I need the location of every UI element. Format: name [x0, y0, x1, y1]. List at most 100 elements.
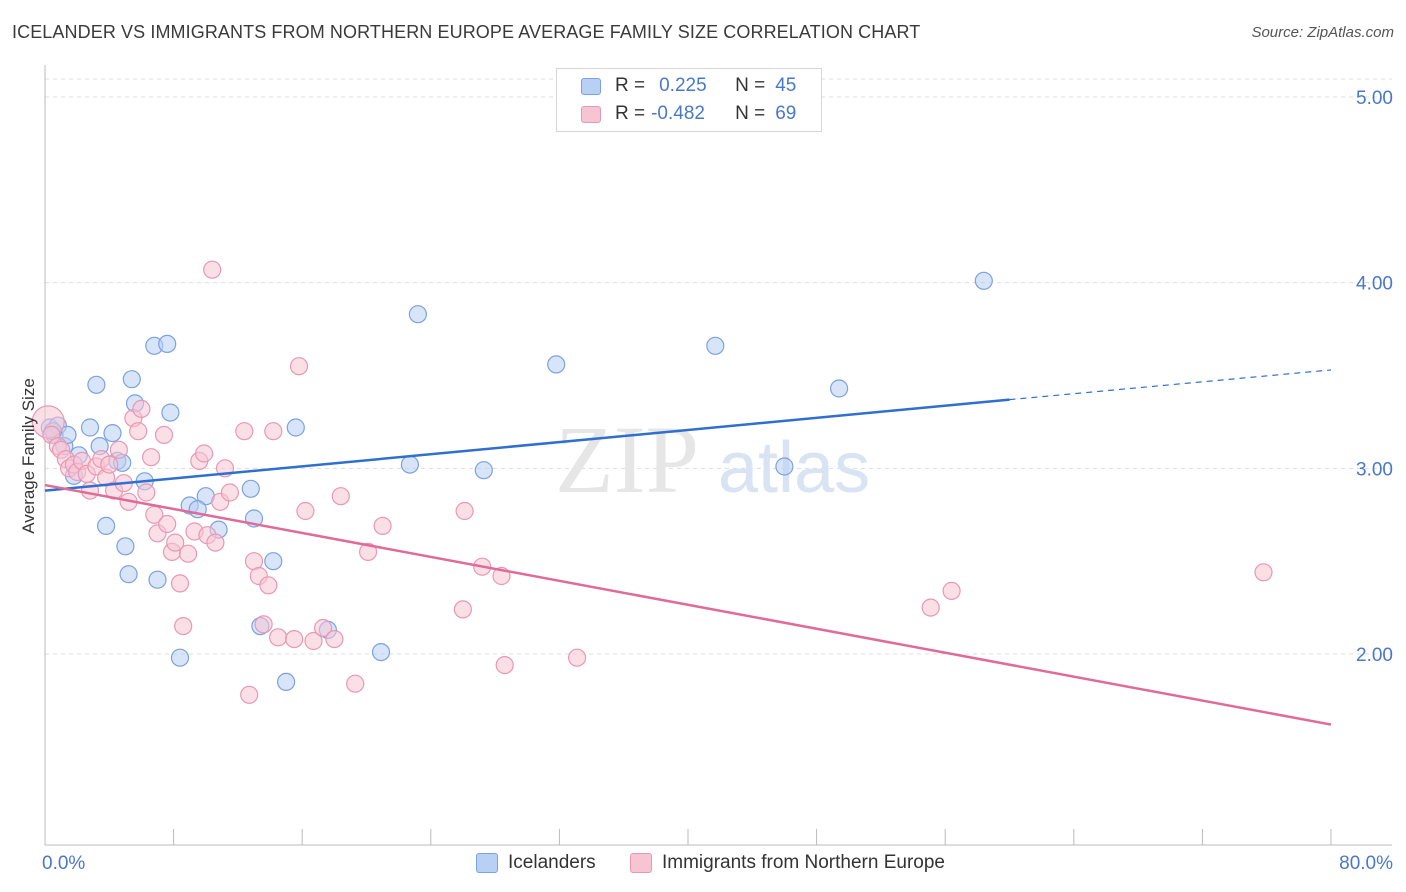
point-icelanders — [116, 537, 135, 556]
point-icelanders — [96, 516, 116, 536]
point-immigrants — [137, 483, 156, 502]
point-immigrants — [289, 357, 309, 376]
legend-r-value: -0.482 — [651, 103, 705, 124]
point-icelanders — [706, 336, 725, 355]
x-tick-label: 80.0% — [1339, 853, 1393, 874]
point-immigrants — [235, 422, 254, 441]
correlation-legend: R = 0.225 N = 45 R = -0.482 N = 69 — [556, 68, 822, 132]
legend-row-immigrants: R = -0.482 N = 69 — [581, 101, 796, 127]
source-label: Source: ZipAtlas.com — [1251, 24, 1394, 41]
bottom-legend-label: Immigrants from Northern Europe — [662, 852, 945, 873]
trend-line-icelanders — [44, 398, 1010, 492]
point-immigrants — [132, 399, 151, 418]
bottom-legend-label: Icelanders — [508, 852, 596, 873]
legend-row-icelanders: R = 0.225 N = 45 — [581, 73, 796, 99]
point-immigrants — [179, 544, 198, 563]
point-icelanders — [148, 570, 167, 589]
point-icelanders — [775, 457, 794, 476]
point-immigrants — [158, 514, 177, 534]
y-axis-label: Average Family Size — [19, 378, 38, 534]
legend-r-label: R = — [615, 75, 646, 96]
bottom-legend-swatch-blue — [476, 853, 498, 873]
x-tick-label: 0.0% — [42, 853, 85, 874]
point-icelanders — [264, 552, 283, 571]
bottom-legend-icelanders: Icelanders — [476, 852, 596, 874]
point-immigrants — [206, 533, 225, 552]
point-immigrants — [331, 487, 350, 506]
trend-lines — [44, 369, 1332, 726]
point-immigrants — [314, 618, 333, 638]
point-immigrants — [109, 440, 129, 459]
watermark: ZIP atlas — [555, 406, 870, 513]
point-immigrants — [129, 422, 148, 441]
point-immigrants — [346, 674, 365, 693]
y-tick-label: 2.00 — [1356, 645, 1393, 666]
point-immigrants — [942, 581, 961, 601]
point-icelanders — [547, 355, 566, 374]
point-icelanders — [170, 648, 190, 667]
point-immigrants — [1254, 563, 1273, 582]
point-immigrants — [325, 629, 344, 649]
legend-r-label: R = — [615, 103, 646, 124]
y-tick-label: 3.00 — [1356, 459, 1393, 480]
point-icelanders — [371, 642, 391, 662]
trend-line-immigrants — [44, 483, 1332, 726]
point-immigrants — [259, 576, 278, 595]
point-icelanders — [829, 379, 849, 398]
point-icelanders — [103, 424, 122, 443]
point-icelanders — [241, 479, 260, 498]
point-icelanders — [974, 271, 993, 290]
point-immigrants — [154, 425, 174, 444]
point-immigrants — [240, 685, 259, 704]
trend-line-icelanders-extension — [1009, 369, 1332, 401]
point-immigrants — [254, 615, 273, 634]
legend-r-value: 0.225 — [659, 75, 707, 96]
point-immigrants — [567, 648, 587, 667]
point-immigrants — [142, 448, 161, 467]
tick-labels: 2.00 3.00 4.00 5.00 0.0% 80.0% — [42, 88, 1393, 874]
axes — [44, 65, 1392, 846]
legend-swatch-blue — [581, 77, 601, 95]
point-immigrants — [373, 516, 392, 536]
chart-title: ICELANDER VS IMMIGRANTS FROM NORTHERN EU… — [12, 22, 921, 42]
legend-swatch-pink — [581, 105, 601, 123]
point-immigrants — [166, 533, 185, 552]
point-icelanders — [277, 672, 296, 692]
point-immigrants — [921, 598, 940, 617]
point-immigrants — [195, 444, 214, 463]
point-immigrants — [495, 655, 514, 675]
point-icelanders — [122, 370, 141, 389]
watermark-atlas: atlas — [718, 428, 870, 508]
point-icelanders — [158, 334, 177, 353]
watermark-zip: ZIP — [555, 406, 699, 513]
point-immigrants — [359, 542, 378, 562]
point-immigrants — [203, 260, 222, 279]
point-icelanders — [400, 455, 419, 474]
y-tick-label: 5.00 — [1356, 88, 1393, 109]
point-immigrants — [100, 455, 119, 474]
point-icelanders — [80, 418, 100, 437]
point-immigrants — [453, 600, 472, 619]
point-immigrants — [455, 501, 474, 521]
point-icelanders — [87, 375, 106, 394]
point-immigrants — [296, 501, 315, 521]
point-immigrants — [174, 616, 193, 636]
y-tick-label: 4.00 — [1356, 274, 1393, 295]
point-icelanders — [119, 565, 138, 584]
bottom-legend-immigrants: Immigrants from Northern Europe — [630, 852, 945, 874]
point-icelanders — [474, 461, 493, 480]
legend-n-value: 45 — [775, 75, 797, 96]
legend-n-label: N = — [735, 75, 766, 96]
series-immigrants-northern-europe — [31, 260, 1273, 704]
point-immigrants — [285, 629, 304, 649]
point-immigrants — [264, 422, 283, 441]
point-immigrants — [269, 628, 288, 647]
bottom-legend-swatch-pink — [630, 853, 652, 873]
legend-n-value: 69 — [775, 103, 797, 124]
point-immigrants — [170, 574, 190, 593]
legend-n-label: N = — [735, 103, 766, 124]
point-immigrants — [220, 483, 239, 502]
point-icelanders — [408, 305, 427, 324]
gridlines — [45, 78, 1392, 655]
